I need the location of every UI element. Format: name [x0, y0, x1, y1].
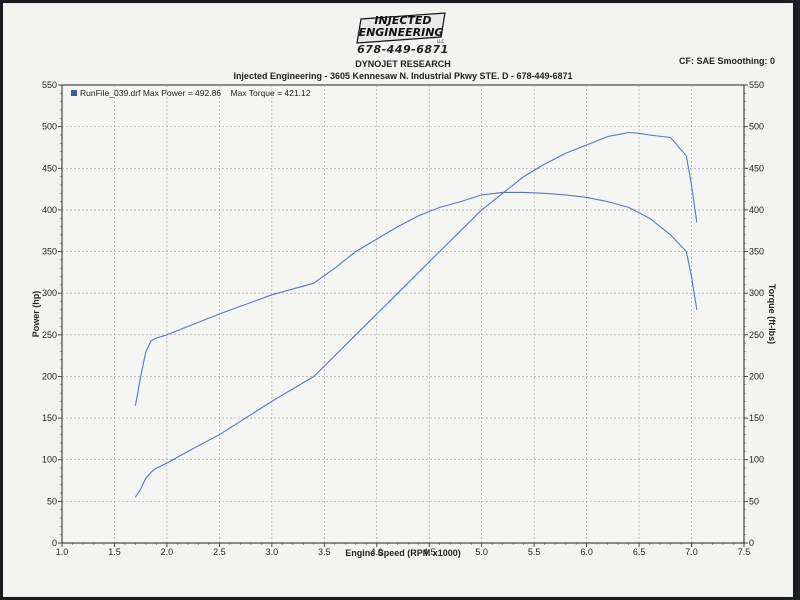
y-tick-label: 0	[52, 538, 57, 548]
x-tick-label: 6.0	[580, 547, 593, 557]
y2-tick-labels: 0 50 100 150 200 250 300 350 400 450 500 550	[749, 80, 764, 548]
y2-tick-label: 100	[749, 455, 764, 465]
y2-tick-label: 550	[749, 80, 764, 90]
x-tick-label: 1.0	[56, 547, 69, 557]
x-tick-label: 2.5	[213, 547, 226, 557]
y-tick-label: 250	[42, 330, 57, 340]
y-tick-label: 100	[42, 455, 57, 465]
torque-curve	[134, 191, 698, 406]
x-tick-label: 4.5	[423, 547, 436, 557]
series-lines	[134, 131, 698, 498]
x-tick-label: 3.0	[266, 547, 279, 557]
y-tick-label: 550	[42, 80, 57, 90]
power-curve	[134, 131, 698, 498]
logo-line1: INJECTED	[374, 14, 431, 27]
logo-suffix: LLC	[437, 39, 444, 44]
y2-tick-label: 350	[749, 247, 764, 257]
y2-tick-label: 150	[749, 413, 764, 423]
legend-text: RunFile_039.drf Max Power = 492.86 Max T…	[80, 88, 311, 98]
y2-tick-label: 50	[749, 496, 759, 506]
phone-number: 678-449-6871	[357, 43, 449, 56]
logo-line2: ENGINEERING	[359, 26, 444, 39]
y-tick-label: 350	[42, 247, 57, 257]
x-tick-label: 7.5	[738, 547, 751, 557]
y2-tick-label: 400	[749, 205, 764, 215]
y-tick-label: 400	[42, 205, 57, 215]
x-tick-label: 1.5	[108, 547, 121, 557]
x-tick-label: 6.5	[633, 547, 646, 557]
x-tick-label: 3.5	[318, 547, 331, 557]
y2-tick-label: 200	[749, 371, 764, 381]
injected-engineering-logo: INJECTED ENGINEERING LLC	[356, 12, 446, 44]
y-tick-labels: 0 50 100 150 200 250 300 350 400 450 500 550	[42, 80, 57, 548]
x-tick-label: 2.0	[161, 547, 174, 557]
y-tick-label: 450	[42, 163, 57, 173]
report-title: DYNOJET RESEARCH	[355, 59, 451, 69]
y-tick-label: 300	[42, 288, 57, 298]
dyno-sheet: INJECTED ENGINEERING LLC 678-449-6871 DY…	[3, 3, 793, 597]
y-tick-label: 150	[42, 413, 57, 423]
y2-axis-title: Torque (ft-lbs)	[767, 284, 777, 344]
shop-address: Injected Engineering - 3605 Kennesaw N. …	[233, 71, 573, 81]
y2-tick-label: 250	[749, 330, 764, 340]
x-axis-title: Engine Speed (RPM x1000)	[345, 548, 461, 558]
legend-swatch	[71, 90, 77, 96]
x-tick-labels: 1.0 1.5 2.0 2.5 3.0 3.5 4.0 4.5 5.0 5.5 6.0 6.5 7.0 7…	[56, 547, 751, 557]
x-tick-label: 5.0	[475, 547, 488, 557]
y2-tick-label: 500	[749, 122, 764, 132]
y2-tick-label: 450	[749, 163, 764, 173]
dyno-chart: 1.0 1.5 2.0 2.5 3.0 3.5 4.0 4.5 5.0 5.5 6.0 6.5 7.0 7…	[31, 80, 777, 558]
x-tick-label: 4.0	[371, 547, 384, 557]
y-tick-label: 200	[42, 371, 57, 381]
x-tick-label: 7.0	[685, 547, 698, 557]
y2-tick-label: 300	[749, 288, 764, 298]
y-tick-label: 50	[47, 496, 57, 506]
x-tick-label: 5.5	[528, 547, 541, 557]
y-tick-label: 500	[42, 122, 57, 132]
y-axis-title: Power (hp)	[31, 291, 41, 338]
plot-area	[61, 84, 745, 544]
y2-tick-label: 0	[749, 538, 754, 548]
grid-lines	[58, 84, 748, 547]
correction-settings: CF: SAE Smoothing: 0	[679, 56, 775, 66]
